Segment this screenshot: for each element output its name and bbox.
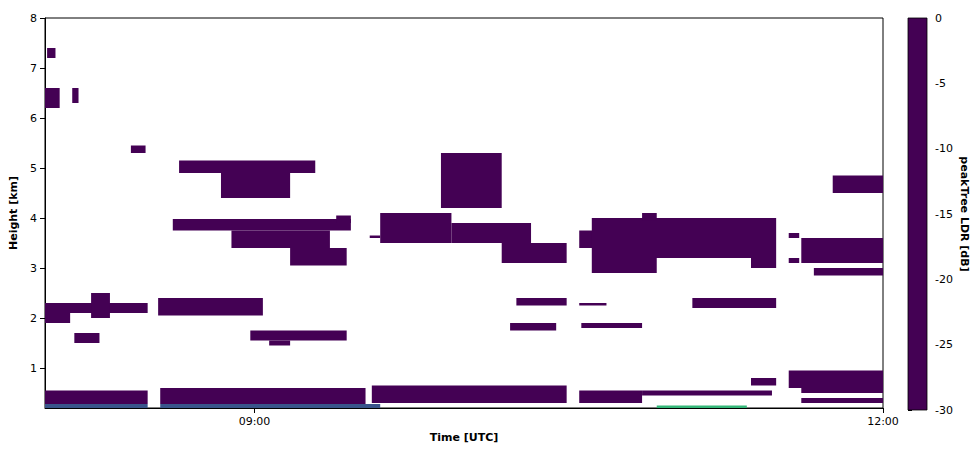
- svg-text:12:00: 12:00: [867, 415, 899, 428]
- svg-text:0: 0: [935, 12, 942, 25]
- svg-text:-25: -25: [935, 338, 953, 351]
- svg-text:8: 8: [30, 12, 37, 25]
- svg-text:-10: -10: [935, 142, 953, 155]
- svg-text:-5: -5: [935, 77, 946, 90]
- svg-text:Time [UTC]: Time [UTC]: [430, 431, 499, 444]
- svg-text:Height [km]: Height [km]: [7, 176, 20, 250]
- svg-text:7: 7: [30, 62, 37, 75]
- svg-text:3: 3: [30, 262, 37, 275]
- svg-text:6: 6: [30, 112, 37, 125]
- svg-text:4: 4: [30, 212, 37, 225]
- svg-text:2: 2: [30, 312, 37, 325]
- svg-text:-20: -20: [935, 273, 953, 286]
- svg-text:-15: -15: [935, 208, 953, 221]
- svg-text:1: 1: [30, 362, 37, 375]
- svg-text:09:00: 09:00: [239, 415, 271, 428]
- svg-text:5: 5: [30, 162, 37, 175]
- svg-text:peakTree LDR [dB]: peakTree LDR [dB]: [958, 156, 971, 271]
- svg-text:-30: -30: [935, 404, 953, 417]
